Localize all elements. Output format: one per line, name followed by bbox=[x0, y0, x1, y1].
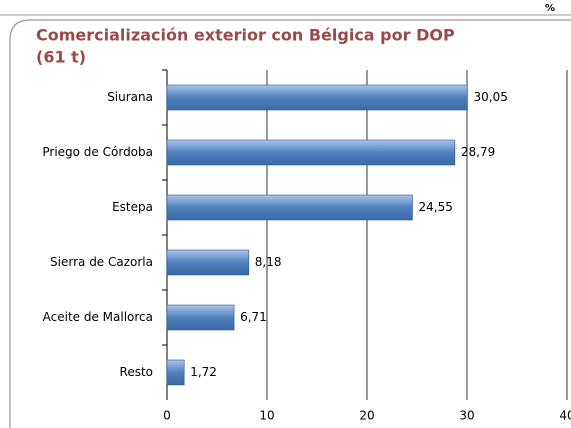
bar bbox=[166, 304, 235, 331]
value-label: 24,55 bbox=[419, 200, 453, 214]
bar bbox=[166, 194, 413, 221]
bar bbox=[166, 139, 456, 166]
value-label: 8,18 bbox=[255, 255, 282, 269]
value-label: 28,79 bbox=[461, 145, 495, 159]
x-tick-label: 10 bbox=[259, 409, 274, 423]
y-tick-label: Aceite de Mallorca bbox=[43, 310, 153, 324]
frame bbox=[9, 19, 571, 428]
value-label: 1,72 bbox=[190, 365, 217, 379]
bar bbox=[166, 249, 250, 276]
bar bbox=[166, 359, 185, 386]
x-tick-label: 20 bbox=[359, 409, 374, 423]
chart-title: Comercialización exterior con Bélgica po… bbox=[36, 26, 455, 45]
y-tick-label: Resto bbox=[120, 365, 153, 379]
unit-label: % bbox=[545, 3, 555, 14]
value-label: 30,05 bbox=[474, 90, 508, 104]
bar bbox=[166, 84, 468, 111]
value-label: 6,71 bbox=[240, 310, 267, 324]
chart-title: (61 t) bbox=[36, 48, 86, 67]
x-tick-label: 0 bbox=[163, 409, 171, 423]
y-tick-label: Estepa bbox=[112, 200, 153, 214]
y-tick-label: Priego de Córdoba bbox=[42, 145, 153, 159]
x-tick-label: 30 bbox=[459, 409, 474, 423]
y-tick-label: Sierra de Cazorla bbox=[50, 255, 153, 269]
x-tick-label: 40 bbox=[559, 409, 571, 423]
y-tick-label: Siurana bbox=[107, 90, 153, 104]
